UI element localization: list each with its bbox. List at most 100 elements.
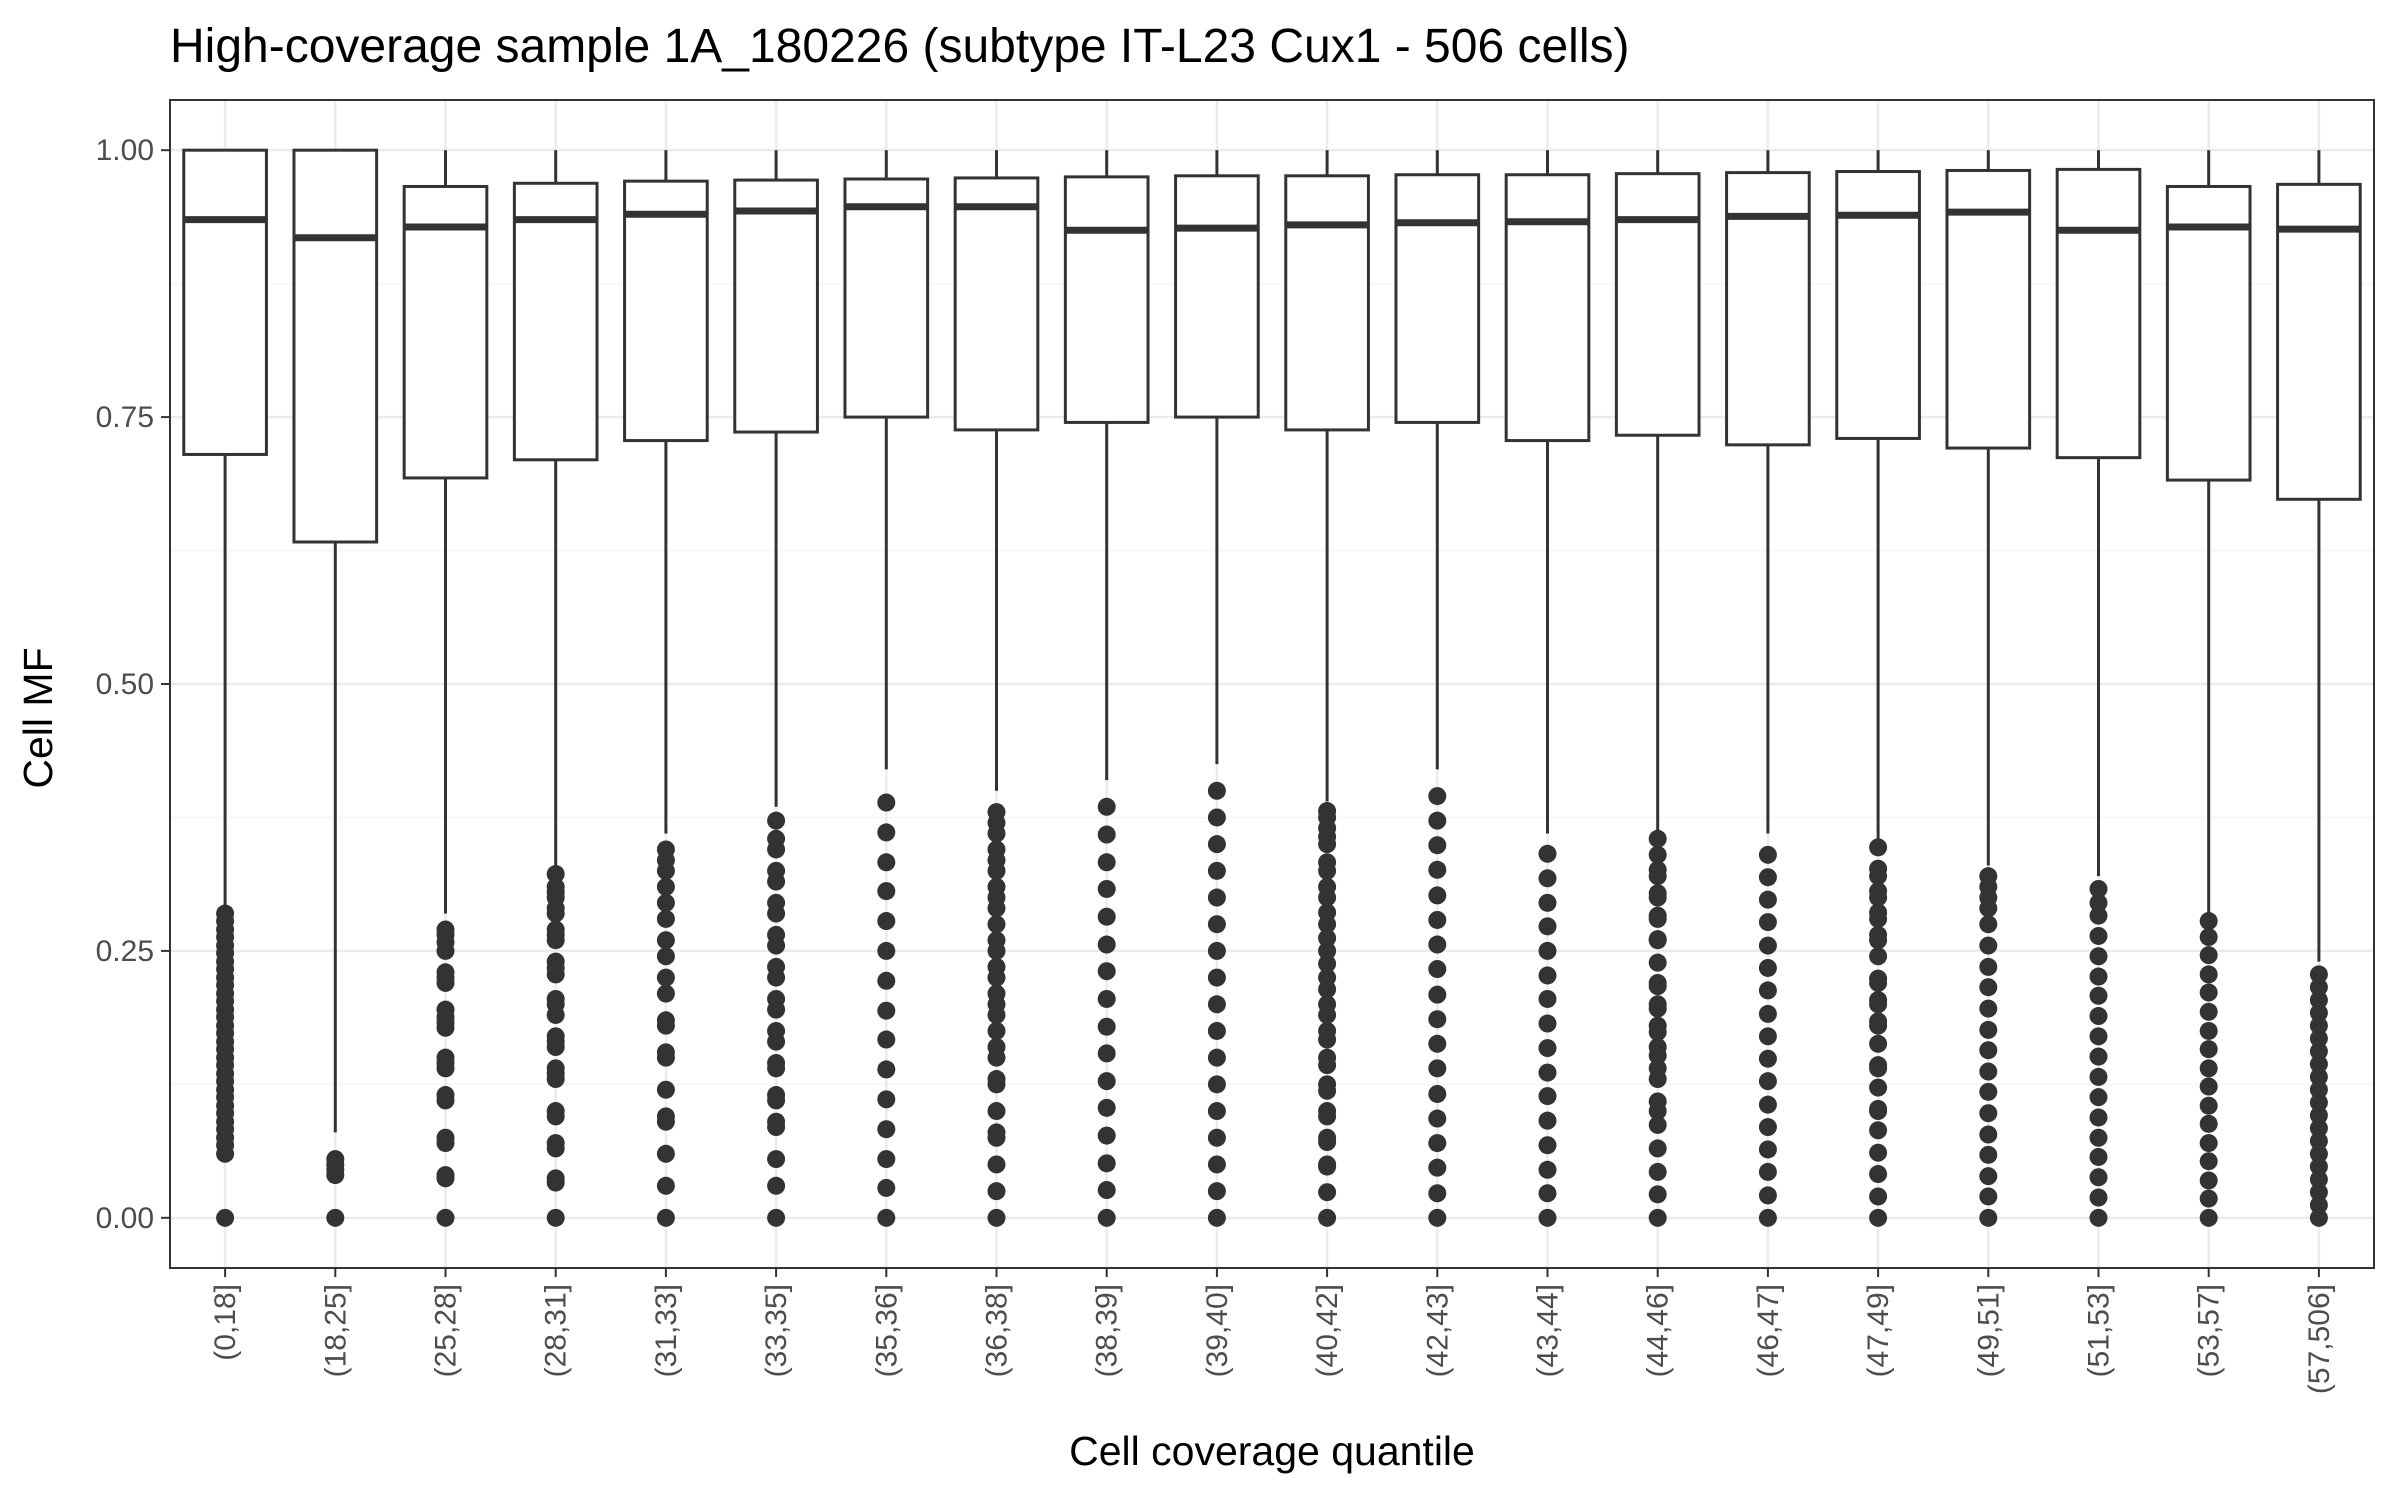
outlier-point: [546, 989, 565, 1008]
outliers-(38,39]: [1097, 797, 1116, 1227]
outlier-point: [2199, 1040, 2218, 1059]
y-tick-label: 0.00: [96, 1202, 154, 1235]
box-body: [2276, 182, 2362, 501]
y-tick-label: 0.25: [96, 935, 154, 968]
outlier-point: [326, 1150, 345, 1169]
outlier-point: [987, 1182, 1006, 1201]
x-tick-label: (36,38]: [981, 1284, 1014, 1377]
outlier-point: [1538, 1208, 1557, 1227]
box-body: [182, 148, 268, 456]
outlier-point: [546, 877, 565, 896]
outlier-point: [767, 1054, 786, 1073]
outlier-point: [1979, 978, 1998, 997]
outlier-point: [436, 1166, 455, 1185]
outlier-point: [1318, 941, 1337, 960]
outlier-point: [656, 1043, 675, 1062]
outlier-point: [1538, 989, 1557, 1008]
outlier-point: [1648, 1037, 1667, 1056]
outlier-point: [2089, 1027, 2108, 1046]
outlier-point: [1097, 797, 1116, 816]
outlier-point: [877, 971, 896, 990]
box-(0,18]: [182, 148, 268, 909]
outlier-point: [2199, 983, 2218, 1002]
outlier-point: [1758, 1140, 1777, 1159]
outlier-point: [987, 1037, 1006, 1056]
outlier-point: [987, 1070, 1006, 1089]
outlier-point: [987, 1102, 1006, 1121]
outlier-point: [1207, 1021, 1226, 1040]
x-tick-label: (35,36]: [870, 1284, 903, 1377]
outlier-point: [1318, 853, 1337, 872]
outlier-point: [2309, 1208, 2328, 1227]
outlier-point: [2309, 1055, 2328, 1074]
outlier-point: [767, 1086, 786, 1105]
outlier-point: [1097, 825, 1116, 844]
outlier-point: [1318, 802, 1337, 821]
outlier-point: [1648, 995, 1667, 1014]
outlier-point: [1979, 999, 1998, 1018]
box-body: [1063, 175, 1150, 424]
box-body: [1284, 174, 1370, 432]
outlier-point: [656, 947, 675, 966]
outliers-(18,25]: [326, 1150, 345, 1227]
outlier-point: [1979, 915, 1998, 934]
outlier-point: [656, 1080, 675, 1099]
outlier-point: [2309, 1016, 2328, 1035]
outlier-point: [1538, 1039, 1557, 1058]
outlier-point: [1097, 1154, 1116, 1173]
outlier-point: [2199, 1152, 2218, 1171]
outlier-point: [1869, 969, 1888, 988]
outlier-point: [877, 1150, 896, 1169]
outlier-point: [436, 1208, 455, 1227]
outlier-point: [2309, 1119, 2328, 1138]
chart-title: High-coverage sample 1A_180226 (subtype …: [170, 20, 1629, 73]
outlier-point: [987, 877, 1006, 896]
outlier-point: [1648, 1059, 1667, 1078]
outlier-point: [767, 1176, 786, 1195]
outlier-point: [436, 1000, 455, 1019]
outlier-point: [2089, 1047, 2108, 1066]
outlier-point: [1538, 917, 1557, 936]
box-(49,51]: [1945, 150, 2032, 866]
outlier-point: [436, 963, 455, 982]
outlier-point: [1097, 853, 1116, 872]
outlier-point: [1979, 1208, 1998, 1227]
outlier-point: [987, 1123, 1006, 1142]
outlier-point: [2089, 1088, 2108, 1107]
outlier-point: [436, 920, 455, 939]
x-axis-title: Cell coverage quantile: [1069, 1428, 1475, 1474]
outlier-point: [546, 1169, 565, 1188]
outlier-point: [1318, 968, 1337, 987]
outliers-(51,53]: [2089, 879, 2108, 1227]
outlier-point: [1979, 936, 1998, 955]
outlier-point: [877, 1030, 896, 1049]
outlier-point: [1538, 844, 1557, 863]
outlier-point: [2199, 1002, 2218, 1021]
outlier-point: [1648, 1208, 1667, 1227]
outlier-point: [1758, 845, 1777, 864]
outlier-point: [1648, 860, 1667, 879]
outliers-(33,35]: [767, 811, 786, 1227]
outlier-point: [987, 1155, 1006, 1174]
outlier-point: [1428, 1084, 1447, 1103]
y-axis: 0.00 0.25 0.50 0.75 1.00: [96, 134, 170, 1235]
outlier-point: [767, 1150, 786, 1169]
outliers-(28,31]: [546, 865, 565, 1227]
outlier-point: [2199, 946, 2218, 965]
x-tick-label: (18,25]: [319, 1284, 352, 1377]
outlier-point: [767, 861, 786, 880]
outlier-point: [1979, 1041, 1998, 1060]
outlier-point: [987, 931, 1006, 950]
box-body: [1394, 173, 1481, 424]
outliers-(0,18]: [216, 904, 235, 1227]
x-tick-label: (39,40]: [1201, 1284, 1234, 1377]
outlier-point: [2089, 879, 2108, 898]
box-body: [2055, 167, 2142, 460]
outliers-(35,36]: [877, 793, 896, 1227]
outlier-point: [1869, 1056, 1888, 1075]
outlier-point: [2199, 965, 2218, 984]
outlier-point: [987, 1208, 1006, 1227]
outlier-point: [2089, 1007, 2108, 1026]
outliers-(25,28]: [436, 920, 455, 1227]
outlier-point: [1758, 981, 1777, 1000]
